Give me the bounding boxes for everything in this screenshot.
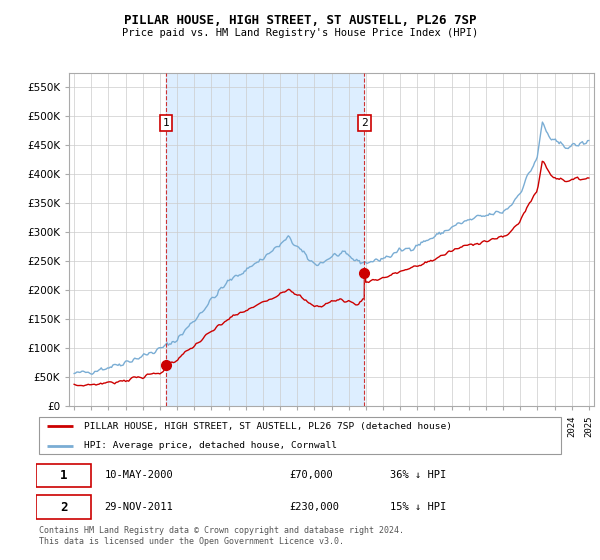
Text: Price paid vs. HM Land Registry's House Price Index (HPI): Price paid vs. HM Land Registry's House … <box>122 28 478 38</box>
Text: 15% ↓ HPI: 15% ↓ HPI <box>390 502 446 512</box>
Text: PILLAR HOUSE, HIGH STREET, ST AUSTELL, PL26 7SP (detached house): PILLAR HOUSE, HIGH STREET, ST AUSTELL, P… <box>83 422 452 431</box>
Bar <box>166 73 364 406</box>
Text: 1: 1 <box>60 469 68 482</box>
Text: 2: 2 <box>60 501 68 514</box>
Text: HPI: Average price, detached house, Cornwall: HPI: Average price, detached house, Corn… <box>83 441 337 450</box>
Text: PILLAR HOUSE, HIGH STREET, ST AUSTELL, PL26 7SP: PILLAR HOUSE, HIGH STREET, ST AUSTELL, P… <box>124 14 476 27</box>
Text: £70,000: £70,000 <box>289 470 333 480</box>
FancyBboxPatch shape <box>36 464 91 487</box>
Text: Contains HM Land Registry data © Crown copyright and database right 2024.
This d: Contains HM Land Registry data © Crown c… <box>39 526 404 546</box>
Text: £230,000: £230,000 <box>289 502 340 512</box>
Text: 2: 2 <box>361 118 368 128</box>
FancyBboxPatch shape <box>38 417 562 454</box>
Text: 29-NOV-2011: 29-NOV-2011 <box>104 502 173 512</box>
Text: 1: 1 <box>163 118 170 128</box>
Text: 10-MAY-2000: 10-MAY-2000 <box>104 470 173 480</box>
Text: 36% ↓ HPI: 36% ↓ HPI <box>390 470 446 480</box>
FancyBboxPatch shape <box>36 496 91 519</box>
